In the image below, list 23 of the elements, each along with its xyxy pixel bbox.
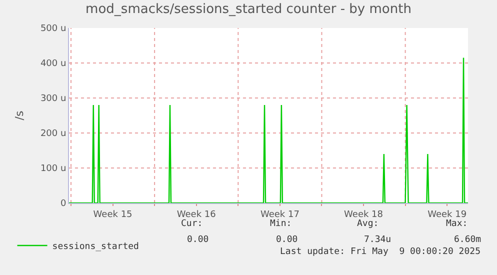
y-tick-label: 400 u <box>40 59 66 70</box>
text: Cur: <box>181 219 203 229</box>
y-tick-label: 100 u <box>40 164 66 174</box>
text: Avg: <box>357 219 379 229</box>
text: Max: <box>446 219 468 229</box>
x-tick-label: Week 17 <box>260 210 300 220</box>
x-tick-label: Week 16 <box>176 210 216 220</box>
text: Min: <box>270 219 292 229</box>
y-tick-label: 0 <box>60 199 66 210</box>
x-tick-label: Week 18 <box>344 210 384 220</box>
text: Last update: Fri May 9 00:00:20 2025 <box>280 247 480 257</box>
text: 0.00 <box>187 235 209 245</box>
y-tick-label: 300 u <box>40 94 66 104</box>
y-tick-label: 200 u <box>40 129 66 140</box>
y-tick-label: 500 u <box>40 24 66 34</box>
y-axis-title: /s <box>13 110 26 120</box>
text: 7.34u <box>364 235 392 245</box>
text: 0.00 <box>276 235 298 245</box>
x-tick-label: Week 15 <box>93 210 132 220</box>
chart-title: mod_smacks/sessions_started counter - by month <box>86 2 412 18</box>
legend-label: sessions_started <box>52 242 139 252</box>
text: 6.60m <box>454 235 482 245</box>
x-tick-label: Week 19 <box>428 210 467 220</box>
